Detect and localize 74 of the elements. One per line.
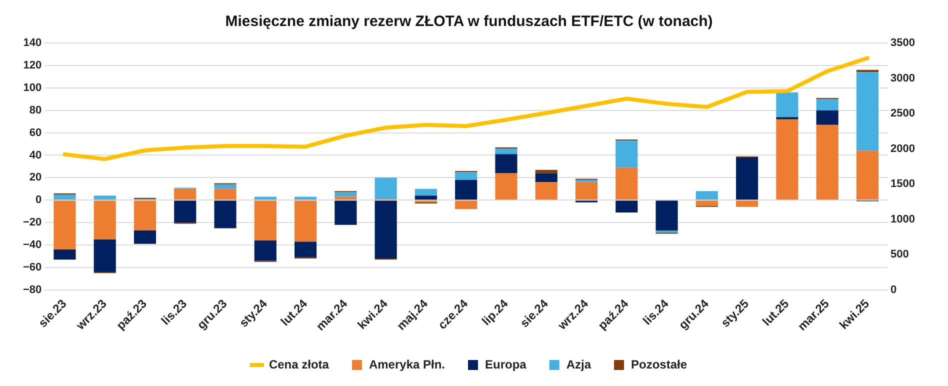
bar — [736, 157, 758, 200]
y2-tick-label: 500 — [890, 248, 909, 261]
bar — [94, 239, 116, 272]
legend-label: Ameryka Płn. — [368, 357, 446, 372]
bar — [495, 154, 518, 174]
bar — [214, 184, 236, 189]
bar — [856, 150, 878, 200]
bar — [134, 230, 156, 244]
bar — [816, 99, 838, 110]
y2-tick-label: 0 — [890, 284, 897, 296]
y2-tick-label: 3500 — [890, 37, 916, 50]
legend-label: Europa — [485, 357, 527, 372]
y-tick-label: −80 — [22, 284, 42, 296]
bar — [254, 240, 276, 261]
y-tick-label: 80 — [29, 104, 42, 116]
bar — [776, 92, 798, 118]
bar — [214, 200, 236, 228]
y-tick-label: 100 — [23, 82, 42, 94]
bar — [134, 200, 156, 230]
y-tick-label: −20 — [22, 216, 42, 229]
bar — [455, 180, 478, 200]
bar — [535, 173, 558, 182]
bar — [696, 191, 718, 200]
bar — [535, 182, 558, 200]
bar — [575, 182, 598, 200]
bar — [54, 200, 76, 250]
legend-label: Azja — [566, 357, 592, 372]
bar — [816, 110, 838, 125]
y2-tick-label: 2000 — [890, 142, 916, 155]
bar — [294, 242, 317, 258]
bar — [856, 72, 878, 151]
bar — [616, 200, 638, 212]
bar — [174, 200, 196, 223]
y-tick-label: −40 — [22, 239, 42, 252]
bar — [374, 200, 397, 258]
y-tick-label: 60 — [29, 126, 42, 139]
bar — [54, 194, 76, 200]
bar — [334, 192, 357, 197]
bar — [94, 196, 116, 200]
y-tick-label: 40 — [29, 149, 42, 162]
y2-tick-label: 3000 — [890, 72, 916, 84]
bar — [616, 168, 638, 200]
bar — [54, 250, 76, 260]
legend-label: Pozostałe — [631, 357, 688, 372]
bar — [94, 200, 116, 240]
bar — [656, 230, 678, 233]
bar — [776, 119, 798, 200]
y2-tick-label: 1500 — [890, 178, 916, 190]
y-tick-label: −60 — [22, 262, 42, 274]
y-tick-label: 140 — [23, 37, 42, 50]
y-tick-label: 0 — [36, 194, 42, 206]
bar — [414, 196, 437, 200]
bar — [334, 200, 357, 225]
bar — [736, 200, 758, 207]
y-tick-label: 120 — [23, 59, 42, 72]
bar — [374, 178, 397, 200]
bar — [816, 124, 838, 200]
bar — [214, 188, 236, 200]
bar — [616, 140, 638, 168]
bar — [455, 172, 478, 180]
bar — [696, 200, 718, 206]
bar — [495, 173, 518, 200]
y-tick-label: 20 — [29, 172, 42, 184]
legend-label: Cena złota — [268, 357, 330, 372]
bar — [294, 200, 317, 242]
y2-tick-label: 2500 — [890, 108, 916, 120]
y2-tick-label: 1000 — [890, 213, 916, 226]
bar — [174, 188, 196, 200]
bar — [656, 200, 678, 230]
bar — [495, 148, 518, 154]
bar — [254, 200, 276, 241]
chart-title: Miesięczne zmiany rezerw ZŁOTA w funduszach ETF/ETC (w tonach) — [225, 13, 713, 30]
bar — [414, 188, 437, 196]
bar — [455, 200, 478, 210]
